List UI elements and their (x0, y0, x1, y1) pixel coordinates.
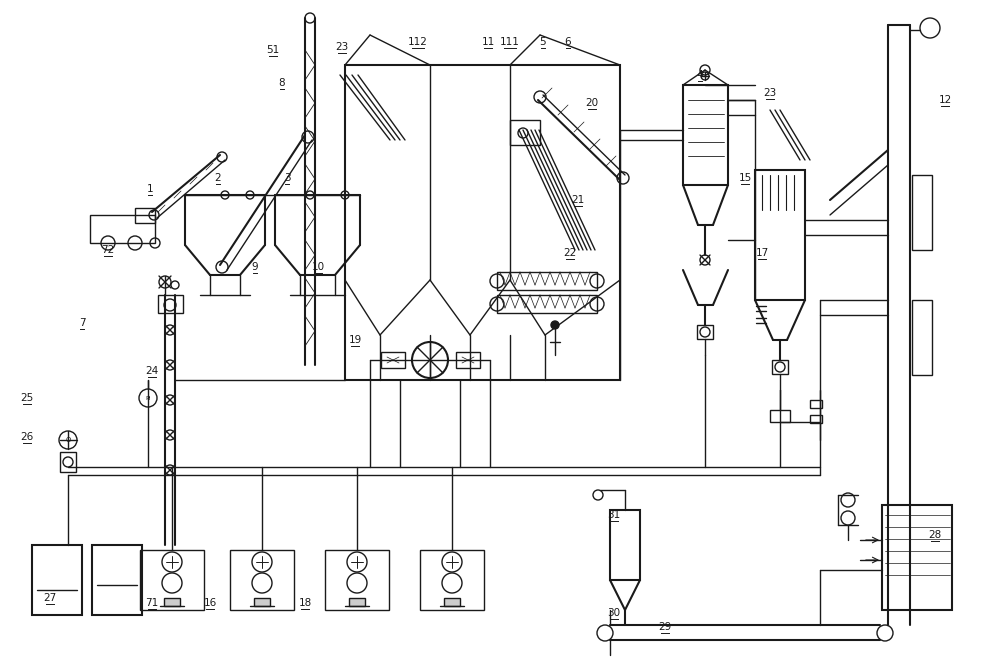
Bar (135, 208, 155, 223)
Bar (810, 415, 822, 423)
Bar (164, 598, 180, 606)
Text: 24: 24 (145, 366, 159, 376)
Bar (697, 325, 713, 339)
Text: O: O (65, 437, 71, 443)
Text: 22: 22 (563, 248, 577, 258)
Bar (90, 215, 155, 243)
Text: 20: 20 (585, 98, 599, 108)
Text: 26: 26 (20, 432, 34, 442)
Bar (254, 598, 270, 606)
Text: 12: 12 (938, 95, 952, 105)
Text: 111: 111 (500, 37, 520, 47)
Text: 27: 27 (43, 593, 57, 603)
Text: 15: 15 (738, 173, 752, 183)
Text: 7: 7 (79, 318, 85, 328)
Text: 30: 30 (607, 608, 621, 618)
Bar (810, 400, 822, 408)
Text: 51: 51 (266, 45, 280, 55)
Bar (510, 120, 540, 145)
Bar (345, 65, 620, 380)
Text: 16: 16 (203, 598, 217, 608)
Bar (92, 545, 142, 615)
Bar (912, 300, 932, 375)
Bar (158, 295, 183, 313)
Bar (456, 352, 480, 368)
Text: 9: 9 (252, 262, 258, 272)
Text: 11: 11 (481, 37, 495, 47)
Text: 3: 3 (284, 173, 290, 183)
Bar (230, 550, 294, 610)
Text: 8: 8 (279, 78, 285, 88)
Text: 1: 1 (147, 184, 153, 194)
Text: 29: 29 (658, 622, 672, 632)
Bar (420, 550, 484, 610)
Bar (60, 452, 76, 472)
Text: 71: 71 (145, 598, 159, 608)
Bar (349, 598, 365, 606)
Text: 112: 112 (408, 37, 428, 47)
Text: 2: 2 (215, 173, 221, 183)
Bar (497, 272, 597, 290)
Text: 23: 23 (335, 42, 349, 52)
Bar (882, 505, 952, 610)
Bar (325, 550, 389, 610)
Bar (32, 545, 82, 615)
Text: 19: 19 (348, 335, 362, 345)
Bar (770, 410, 790, 422)
Bar (497, 295, 597, 313)
Text: 21: 21 (571, 195, 585, 205)
Bar (683, 85, 728, 185)
Text: PI: PI (145, 395, 151, 401)
Text: 10: 10 (311, 262, 325, 272)
Text: 23: 23 (763, 88, 777, 98)
Text: 18: 18 (298, 598, 312, 608)
Text: 17: 17 (755, 248, 769, 258)
Text: 4: 4 (697, 70, 703, 80)
Text: 28: 28 (928, 530, 942, 540)
Bar (912, 175, 932, 250)
Text: 6: 6 (565, 37, 571, 47)
Text: 25: 25 (20, 393, 34, 403)
Text: 72: 72 (101, 245, 115, 255)
Bar (140, 550, 204, 610)
Circle shape (551, 321, 559, 329)
Bar (755, 170, 805, 300)
Text: 5: 5 (540, 37, 546, 47)
Text: 31: 31 (607, 510, 621, 520)
Bar (381, 352, 405, 368)
Bar (444, 598, 460, 606)
Bar (610, 510, 640, 580)
Bar (772, 360, 788, 374)
